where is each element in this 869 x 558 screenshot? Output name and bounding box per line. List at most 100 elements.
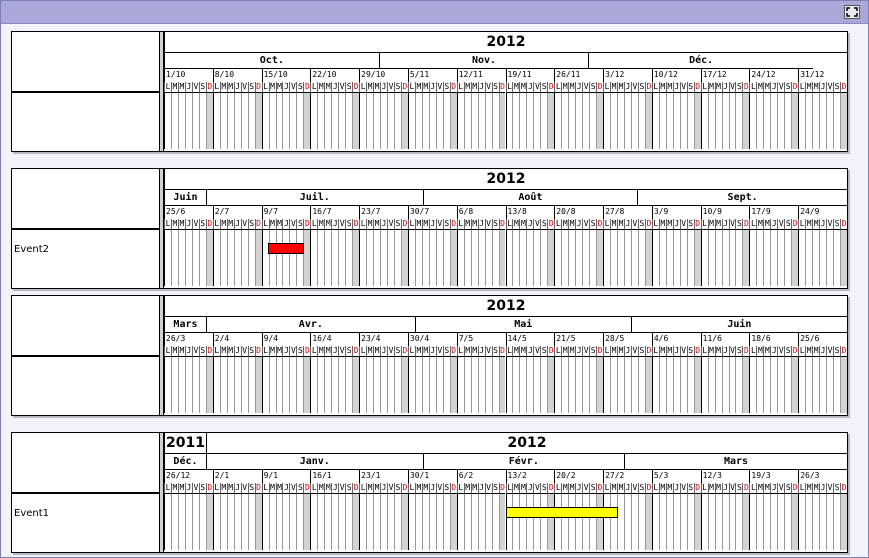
day-column[interactable]: [798, 230, 805, 286]
day-column[interactable]: [554, 357, 561, 413]
day-column[interactable]: [665, 230, 673, 286]
day-column[interactable]: [352, 357, 360, 413]
day-column[interactable]: [387, 494, 394, 550]
day-column[interactable]: [463, 494, 471, 550]
day-column[interactable]: [596, 494, 604, 550]
day-column[interactable]: [240, 494, 248, 550]
day-column[interactable]: [610, 494, 617, 550]
day-column[interactable]: [547, 230, 555, 286]
day-column[interactable]: [561, 494, 568, 550]
day-column[interactable]: [303, 230, 311, 286]
day-column[interactable]: [338, 494, 345, 550]
day-column[interactable]: [338, 230, 345, 286]
day-column[interactable]: [366, 357, 373, 413]
day-column[interactable]: [254, 230, 262, 286]
day-column[interactable]: [505, 230, 513, 286]
day-column[interactable]: [777, 494, 784, 550]
day-column[interactable]: [470, 494, 478, 550]
day-column[interactable]: [714, 93, 722, 149]
day-column[interactable]: [380, 494, 387, 550]
day-column[interactable]: [435, 93, 443, 149]
day-column[interactable]: [373, 494, 380, 550]
day-column[interactable]: [177, 230, 185, 286]
day-column[interactable]: [345, 357, 352, 413]
day-column[interactable]: [296, 230, 303, 286]
day-column[interactable]: [289, 230, 296, 286]
day-column[interactable]: [407, 357, 415, 413]
day-column[interactable]: [296, 357, 303, 413]
panel-splitter[interactable]: [160, 32, 164, 151]
event-bar[interactable]: [268, 243, 304, 254]
day-column[interactable]: [568, 93, 575, 149]
day-column[interactable]: [373, 230, 380, 286]
day-column[interactable]: [380, 357, 387, 413]
day-column[interactable]: [212, 230, 220, 286]
day-column[interactable]: [407, 230, 415, 286]
day-column[interactable]: [561, 357, 568, 413]
day-column[interactable]: [575, 494, 582, 550]
day-column[interactable]: [547, 93, 555, 149]
day-column[interactable]: [756, 357, 763, 413]
day-column[interactable]: [512, 230, 519, 286]
day-column[interactable]: [784, 230, 791, 286]
day-column[interactable]: [770, 357, 777, 413]
day-column[interactable]: [240, 93, 248, 149]
day-column[interactable]: [540, 93, 547, 149]
day-column[interactable]: [289, 494, 296, 550]
day-column[interactable]: [826, 494, 833, 550]
day-column[interactable]: [512, 494, 519, 550]
day-column[interactable]: [714, 230, 722, 286]
day-column[interactable]: [651, 357, 659, 413]
day-column[interactable]: [505, 93, 513, 149]
day-column[interactable]: [352, 93, 360, 149]
day-column[interactable]: [840, 494, 847, 550]
day-column[interactable]: [352, 494, 360, 550]
day-column[interactable]: [359, 357, 366, 413]
day-column[interactable]: [352, 230, 360, 286]
day-column[interactable]: [630, 494, 638, 550]
day-column[interactable]: [805, 93, 812, 149]
day-column[interactable]: [630, 230, 638, 286]
day-column[interactable]: [714, 494, 722, 550]
event-label[interactable]: Event2: [14, 244, 50, 255]
day-column[interactable]: [651, 230, 659, 286]
day-column[interactable]: [400, 494, 408, 550]
day-column[interactable]: [833, 357, 840, 413]
day-column[interactable]: [254, 93, 262, 149]
panel-splitter[interactable]: [160, 169, 164, 288]
day-column[interactable]: [644, 494, 652, 550]
day-column[interactable]: [833, 93, 840, 149]
day-column[interactable]: [449, 357, 457, 413]
day-column[interactable]: [191, 357, 199, 413]
day-column[interactable]: [575, 357, 582, 413]
day-column[interactable]: [184, 230, 192, 286]
day-column[interactable]: [380, 93, 387, 149]
day-column[interactable]: [205, 494, 213, 550]
day-column[interactable]: [554, 230, 561, 286]
day-column[interactable]: [393, 494, 401, 550]
day-column[interactable]: [763, 357, 770, 413]
day-column[interactable]: [477, 230, 485, 286]
day-column[interactable]: [735, 357, 742, 413]
day-column[interactable]: [170, 357, 178, 413]
day-column[interactable]: [582, 357, 589, 413]
day-column[interactable]: [331, 230, 338, 286]
day-column[interactable]: [651, 93, 659, 149]
day-column[interactable]: [644, 93, 652, 149]
day-column[interactable]: [414, 357, 422, 413]
day-column[interactable]: [226, 494, 234, 550]
day-column[interactable]: [428, 230, 436, 286]
day-column[interactable]: [219, 93, 227, 149]
day-column[interactable]: [198, 230, 206, 286]
day-column[interactable]: [191, 494, 199, 550]
day-column[interactable]: [247, 494, 255, 550]
day-column[interactable]: [526, 357, 533, 413]
day-column[interactable]: [686, 93, 694, 149]
day-column[interactable]: [456, 93, 464, 149]
day-column[interactable]: [477, 494, 485, 550]
day-column[interactable]: [519, 230, 526, 286]
day-column[interactable]: [756, 230, 763, 286]
day-column[interactable]: [728, 230, 736, 286]
day-column[interactable]: [484, 357, 492, 413]
day-column[interactable]: [470, 230, 478, 286]
